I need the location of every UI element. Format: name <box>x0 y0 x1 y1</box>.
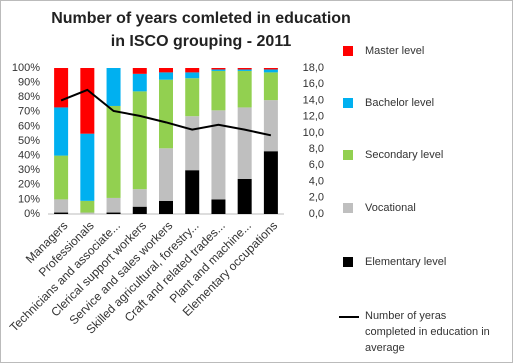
bar-segment <box>211 68 226 70</box>
bar-segment <box>185 78 200 117</box>
bar-segment <box>185 72 200 79</box>
bar-segment <box>54 107 69 156</box>
y-tick-label: 80% <box>18 91 40 103</box>
bar-segment <box>185 68 200 73</box>
legend-label: Bachelor level <box>365 97 435 109</box>
bar-segment <box>263 151 278 214</box>
bar-segment <box>159 68 173 73</box>
bar-segment <box>237 69 252 71</box>
legend-marker <box>343 257 353 267</box>
legend-marker <box>343 46 353 56</box>
bar-segment <box>211 110 226 200</box>
bar-segment <box>211 70 226 111</box>
y-tick-label: 10% <box>18 193 40 205</box>
bar-segment <box>211 69 226 71</box>
bar-segment <box>263 69 278 73</box>
legend-label: Vocational <box>365 202 416 214</box>
bar-segment <box>263 72 278 101</box>
bar-segment <box>237 70 252 108</box>
y-tick-label: 100% <box>12 62 40 74</box>
bar-segment <box>211 199 226 214</box>
y-tick-label: 60% <box>18 120 40 132</box>
bar-segment <box>263 100 278 152</box>
legend-marker <box>343 150 353 160</box>
bar-segment <box>132 91 147 190</box>
y2-tick-label: 2,0 <box>309 192 324 204</box>
y2-tick-label: 14,0 <box>303 94 324 106</box>
bar-segment <box>80 133 95 201</box>
bar-segment <box>106 68 121 106</box>
chart-title: Number of years comleted in education in… <box>51 10 351 50</box>
y2-tick-label: 16,0 <box>303 78 324 90</box>
bar-segment <box>132 189 147 207</box>
bar-segment <box>106 212 121 214</box>
y2-tick-label: 8,0 <box>309 143 324 155</box>
bar-segment <box>132 73 147 92</box>
y-tick-label: 50% <box>18 135 40 147</box>
bar-segment <box>237 178 252 214</box>
bar-segment <box>80 68 95 134</box>
bar-segment <box>106 197 121 213</box>
bar-segment <box>80 200 95 213</box>
y2-tick-label: 4,0 <box>309 175 324 187</box>
bar-segment <box>54 155 69 200</box>
y-tick-label: 0% <box>24 208 40 220</box>
y-tick-label: 30% <box>18 164 40 176</box>
line-series <box>60 88 272 137</box>
bar-segment <box>106 105 121 198</box>
bar-segment <box>159 148 173 201</box>
y2-tick-label: 10,0 <box>303 127 324 139</box>
y-tick-label: 70% <box>18 106 40 118</box>
bar-segment <box>159 72 173 80</box>
bar-segment <box>80 212 95 214</box>
bar-segment <box>159 79 173 149</box>
y-tick-label: 20% <box>18 179 40 191</box>
y2-tick-label: 6,0 <box>309 159 324 171</box>
bar-segment <box>185 170 200 214</box>
y2-tick-label: 0,0 <box>309 208 324 220</box>
legend-marker <box>343 203 353 213</box>
bar-segment <box>185 116 200 171</box>
bar-segment <box>159 200 173 214</box>
legend-label: Number of yeras completed in education i… <box>365 310 490 354</box>
legend-label: Master level <box>365 45 425 57</box>
y2-tick-label: 18,0 <box>303 62 324 74</box>
y-tick-label: 40% <box>18 150 40 162</box>
y2-tick-label: 12,0 <box>303 111 324 123</box>
legend-label: Elementary level <box>365 256 447 268</box>
bar-segment <box>54 199 69 213</box>
bar-segment <box>237 107 252 179</box>
bar-segment <box>263 68 278 70</box>
bar-segment <box>54 68 69 108</box>
bar-segment <box>237 68 252 70</box>
legend-marker <box>343 98 353 108</box>
bar-segment <box>54 212 69 214</box>
bar-segment <box>132 68 147 74</box>
bar-segment <box>132 206 147 214</box>
y-tick-label: 90% <box>18 77 40 89</box>
legend-label: Secondary level <box>365 149 444 161</box>
